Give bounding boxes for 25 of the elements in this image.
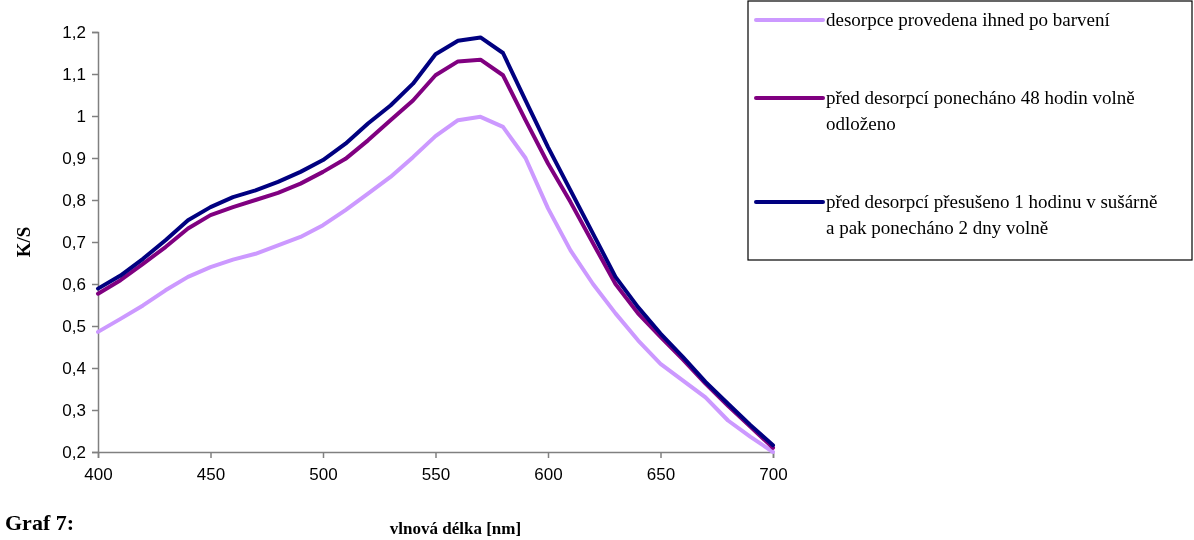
y-tick-label: 0,7 (62, 232, 86, 252)
x-tick-label: 700 (759, 464, 788, 484)
legend-label: před desorpcí ponecháno 48 hodin volně odloženo (826, 87, 1135, 134)
x-axis-title: vlnová délka [nm] (389, 519, 522, 538)
y-axis-title: K/S (13, 226, 34, 258)
legend-label: před desorpcí přesušeno 1 hodinu v sušárně a pak ponecháno 2 dny volně (826, 191, 1158, 238)
y-tick-label: 0,2 (62, 442, 86, 462)
y-tick-label: 1,1 (62, 64, 86, 84)
y-tick-label: 0,4 (62, 358, 86, 378)
y-tick-label: 0,3 (62, 400, 86, 420)
y-tick-label: 0,8 (62, 190, 86, 210)
text: Graf 7: (5, 510, 75, 535)
x-tick-label: 500 (309, 464, 338, 484)
legend-label: desorpce provedena ihned po barvení (826, 9, 1111, 30)
x-tick-label: 600 (534, 464, 563, 484)
y-tick-label: 0,6 (62, 274, 86, 294)
y-tick-label: 0,5 (62, 316, 86, 336)
line-series (96, 114, 775, 454)
y-tick-label: 1,2 (62, 22, 86, 42)
x-tick-label: 400 (84, 464, 113, 484)
x-tick-label: 650 (646, 464, 676, 484)
y-tick-label: 1 (76, 106, 86, 126)
y-tick-label: 0,9 (62, 148, 86, 168)
x-tick-label: 550 (421, 464, 451, 484)
x-tick-label: 450 (196, 464, 226, 484)
